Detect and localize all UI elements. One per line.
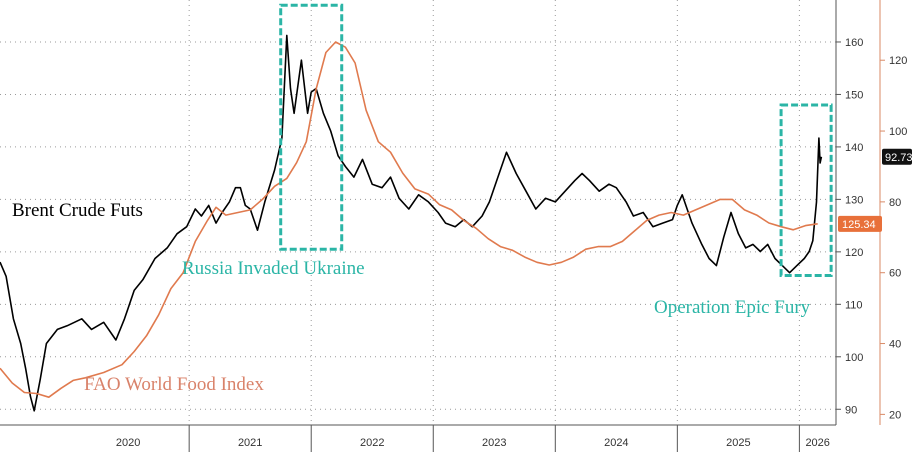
x-tick-label: 2025	[726, 437, 750, 449]
x-tick-label: 2026	[805, 437, 829, 449]
y-right-tick-label: 120	[889, 55, 907, 67]
x-tick-label: 2021	[238, 437, 262, 449]
russia-ukraine-highlight-box	[279, 3, 344, 251]
epic-fury-highlight-box	[779, 103, 833, 277]
brent-series-label: Brent Crude Futs	[12, 200, 143, 221]
series-lines	[0, 34, 823, 412]
fao-last-badge	[838, 215, 882, 232]
highlight-boxes	[279, 3, 833, 277]
gridlines	[0, 0, 836, 425]
y-left-tick-label: 100	[845, 352, 863, 364]
y-right-tick-label: 80	[889, 197, 901, 209]
brent-last-value: 92.73	[885, 152, 912, 164]
y-axis-right: 20 40 60 80 100 120	[879, 0, 907, 425]
y-left-tick-label: 110	[845, 299, 863, 311]
fao-line	[0, 41, 818, 398]
last-value-badges: 92.73 125.34	[838, 148, 912, 232]
y-left-tick-label: 120	[845, 247, 863, 259]
y-right-tick-label: 100	[889, 126, 907, 138]
y-left-tick-label: 90	[845, 404, 857, 416]
y-left-tick-label: 130	[845, 194, 863, 206]
russia-ukraine-annotation: Russia Invaded Ukraine	[182, 258, 365, 279]
y-left-tick-label: 140	[845, 142, 863, 154]
x-tick-label: 2024	[604, 437, 628, 449]
fao-last-value: 125.34	[842, 219, 876, 231]
y-right-tick-label: 20	[889, 409, 901, 421]
brent-last-badge	[882, 148, 912, 165]
x-tick-label: 2023	[482, 437, 506, 449]
epic-fury-annotation: Operation Epic Fury	[654, 297, 811, 318]
fao-series-label: FAO World Food Index	[84, 374, 264, 395]
y-left-tick-label: 150	[845, 89, 863, 101]
y-axis-left: 90 100 110 120 130 140 150 160	[835, 0, 863, 425]
x-tick-label: 2020	[116, 437, 140, 449]
y-right-tick-label: 60	[889, 268, 901, 280]
brent-line	[0, 34, 823, 412]
y-left-tick-label: 160	[845, 37, 863, 49]
x-axis: 2020 2021 2022 2023 2024 2025 2026	[0, 424, 836, 452]
x-tick-label: 2022	[360, 437, 384, 449]
y-right-tick-label: 40	[889, 339, 901, 351]
